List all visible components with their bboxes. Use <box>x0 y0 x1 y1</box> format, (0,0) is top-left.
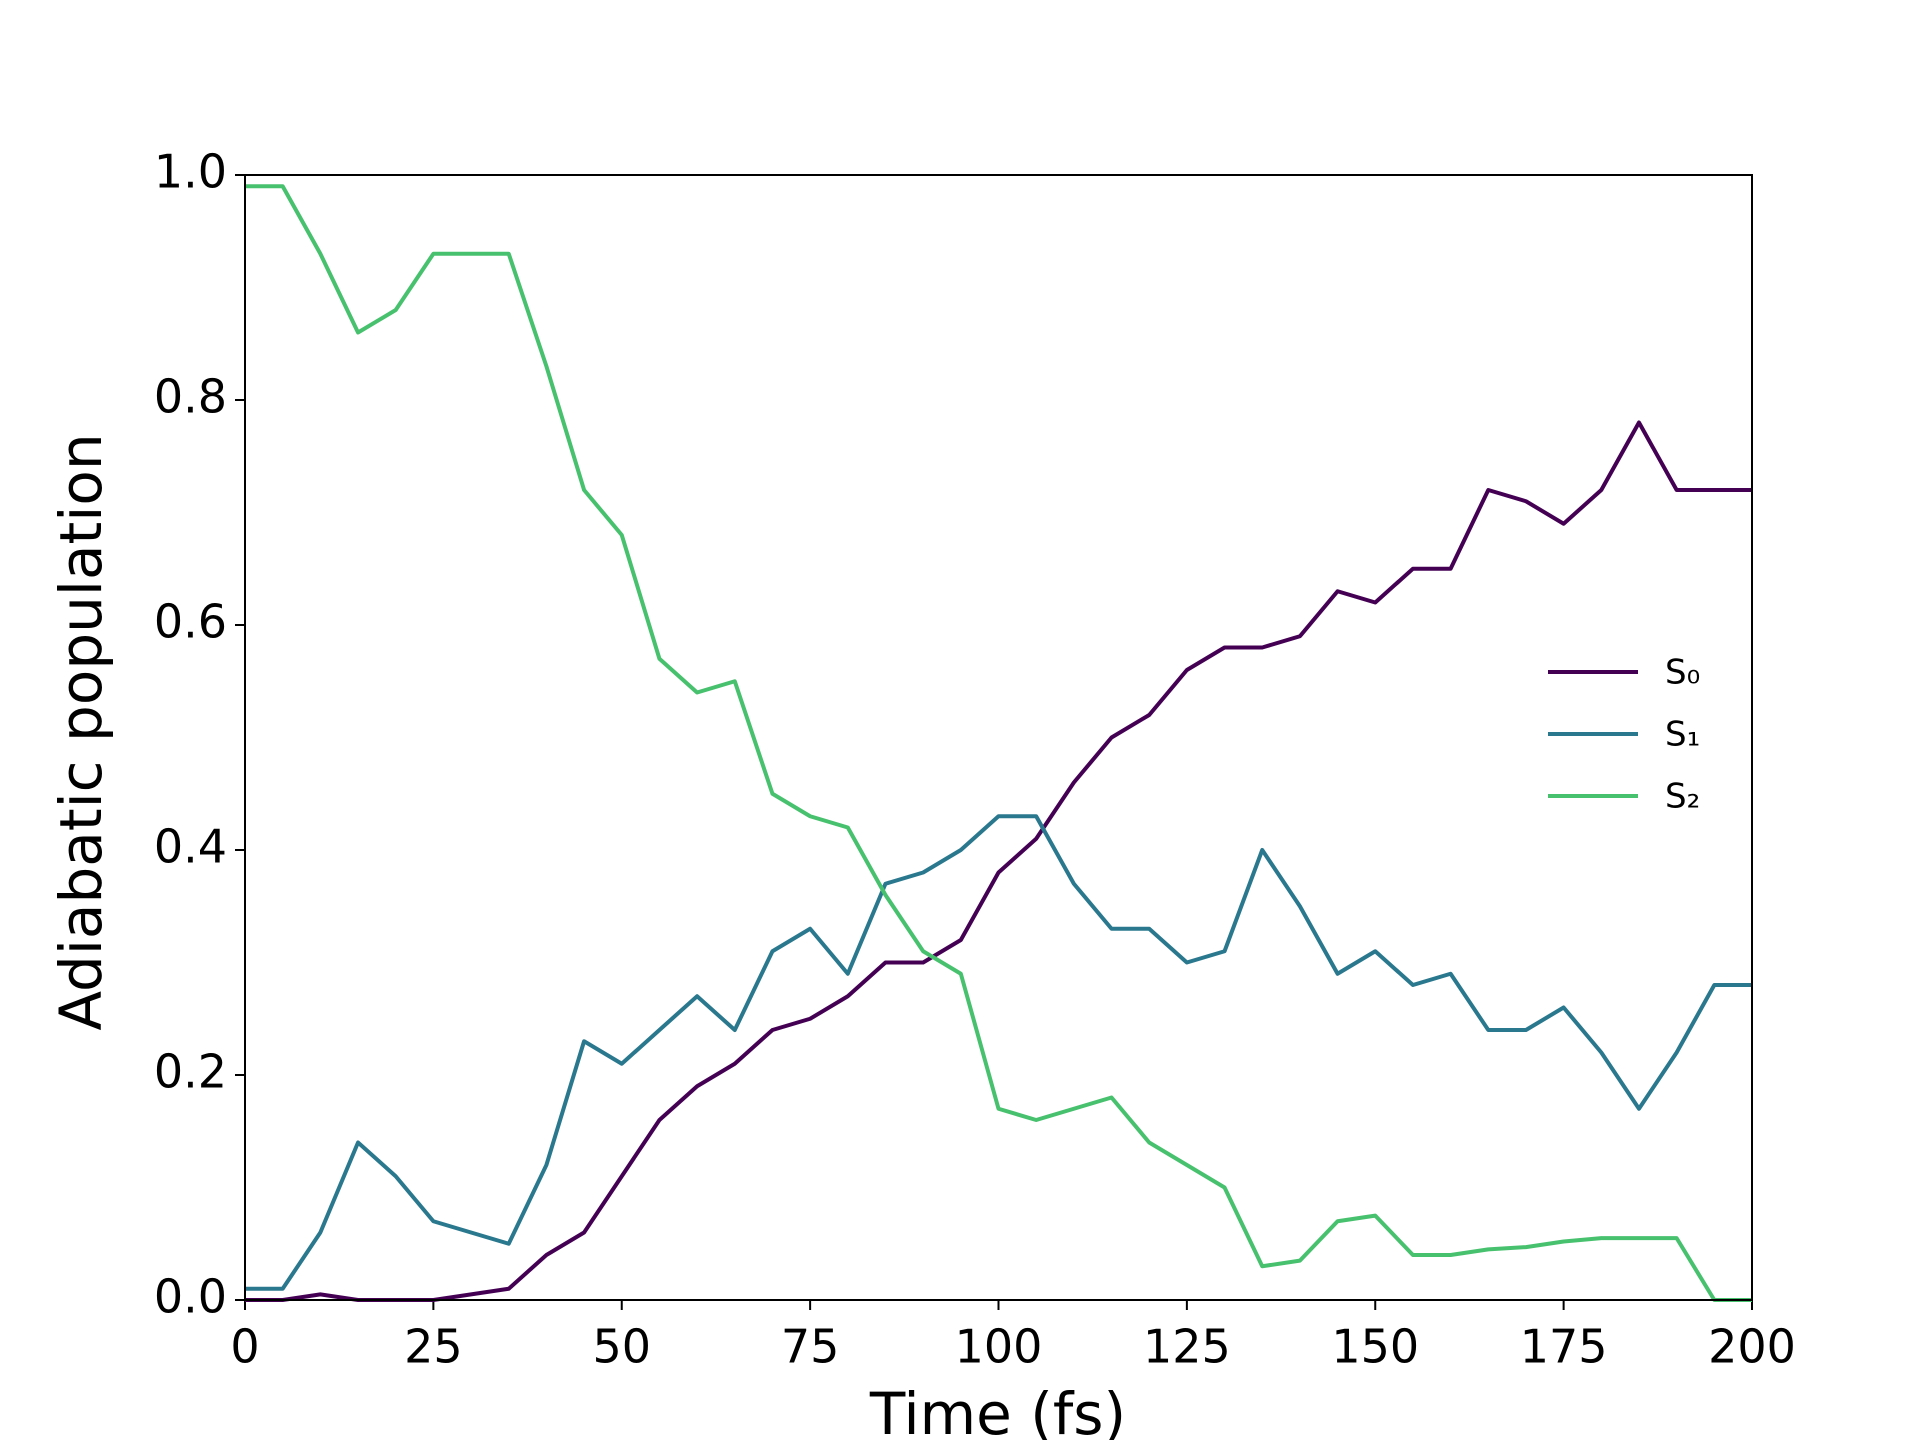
y-axis-label: Adiabatic population <box>47 433 115 1030</box>
x-tick-label: 125 <box>1143 1320 1231 1374</box>
y-tick-label: 1.0 <box>154 145 227 199</box>
x-tick-label: 25 <box>404 1320 463 1374</box>
legend-label: S₀ <box>1665 653 1700 693</box>
legend-label: S₁ <box>1665 715 1700 755</box>
series-line <box>245 814 1752 1291</box>
x-tick-label: 100 <box>955 1320 1043 1374</box>
x-axis-label: Time (fs) <box>869 1380 1126 1440</box>
y-tick-label: 0.2 <box>154 1045 227 1099</box>
series-line <box>245 184 1752 1302</box>
y-tick-label: 0.6 <box>154 595 227 649</box>
y-tick-label: 0.0 <box>154 1270 227 1324</box>
series-line <box>245 420 1752 1302</box>
x-tick-label: 50 <box>592 1320 651 1374</box>
x-tick-label: 175 <box>1520 1320 1608 1374</box>
x-tick-label: 0 <box>230 1320 259 1374</box>
x-tick-label: 150 <box>1331 1320 1419 1374</box>
y-tick-label: 0.4 <box>154 820 227 874</box>
plot-frame <box>244 174 1753 1301</box>
y-tick-label: 0.8 <box>154 370 227 424</box>
x-tick-label: 200 <box>1708 1320 1796 1374</box>
legend-label: S₂ <box>1665 777 1700 817</box>
x-tick-label: 75 <box>781 1320 840 1374</box>
